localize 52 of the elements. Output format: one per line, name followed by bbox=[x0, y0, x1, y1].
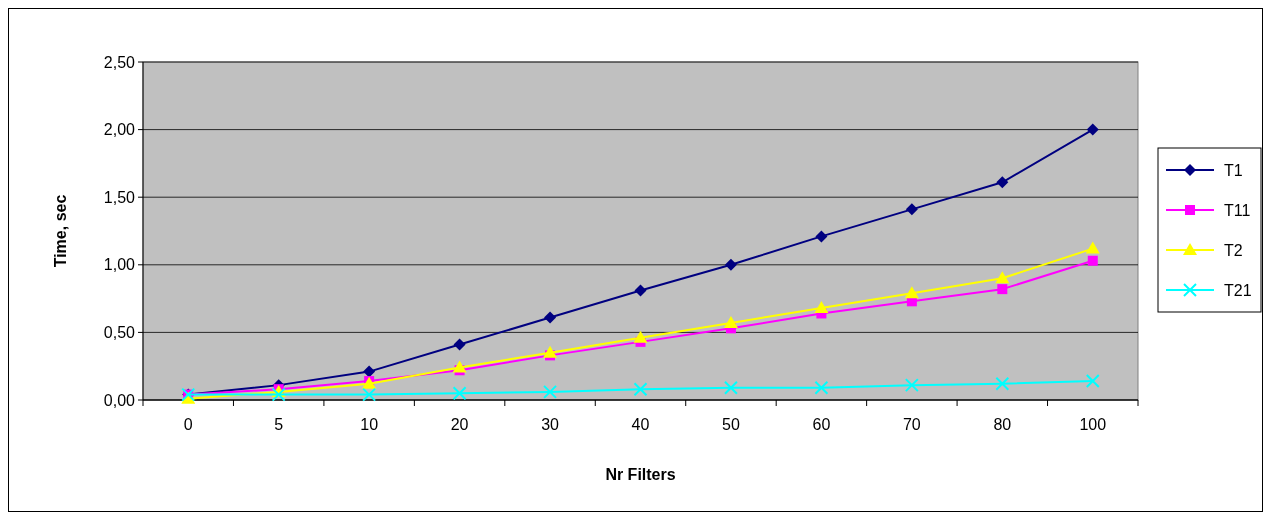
x-tick-label: 5 bbox=[274, 416, 284, 433]
legend-label: T11 bbox=[1224, 201, 1251, 219]
point bbox=[815, 230, 828, 243]
x-tick-label: 50 bbox=[722, 416, 740, 433]
y-tick-label: 2,50 bbox=[103, 53, 136, 71]
point bbox=[723, 315, 738, 328]
point bbox=[1085, 241, 1100, 254]
point bbox=[814, 380, 829, 395]
point bbox=[633, 330, 648, 343]
x-tick-label: 30 bbox=[541, 416, 560, 433]
y-tick-label: 0,50 bbox=[103, 324, 136, 341]
point bbox=[452, 386, 467, 401]
legend-label: T21 bbox=[1224, 281, 1252, 299]
point bbox=[995, 271, 1010, 284]
point bbox=[814, 301, 829, 314]
point bbox=[634, 284, 647, 297]
point bbox=[997, 284, 1008, 295]
point bbox=[995, 376, 1010, 391]
point bbox=[1085, 374, 1100, 389]
x-tick-label: 60 bbox=[812, 416, 831, 433]
point bbox=[543, 345, 558, 358]
y-tick-label: 0,00 bbox=[103, 391, 136, 409]
x-tick-label: 20 bbox=[450, 416, 469, 433]
point bbox=[271, 387, 286, 402]
point bbox=[905, 203, 918, 216]
point bbox=[633, 382, 648, 397]
y-tick-label: 2,00 bbox=[103, 121, 136, 139]
point bbox=[362, 387, 377, 402]
x-tick-label: 70 bbox=[902, 416, 921, 433]
legend-label: T1 bbox=[1224, 161, 1243, 179]
x-tick-label: 10 bbox=[360, 416, 379, 433]
x-tick-label: 0 bbox=[183, 416, 193, 433]
point bbox=[453, 338, 466, 351]
point bbox=[452, 360, 467, 373]
point bbox=[544, 311, 557, 324]
point bbox=[1086, 123, 1099, 136]
point bbox=[1087, 255, 1098, 266]
point bbox=[723, 380, 738, 395]
point bbox=[543, 384, 558, 399]
y-axis-title: Time, sec bbox=[52, 194, 69, 268]
point bbox=[363, 365, 376, 378]
x-axis-title: Nr Filters bbox=[605, 466, 676, 483]
point bbox=[904, 378, 919, 393]
x-tick-label: 40 bbox=[631, 416, 650, 433]
y-tick-label: 1,00 bbox=[103, 256, 136, 274]
point bbox=[996, 176, 1009, 189]
x-tick-label: 80 bbox=[993, 416, 1012, 433]
point bbox=[904, 286, 919, 299]
legend-label: T2 bbox=[1224, 241, 1243, 259]
point bbox=[724, 258, 737, 271]
x-tick-label: 100 bbox=[1079, 416, 1107, 433]
y-tick-label: 1,50 bbox=[103, 188, 136, 206]
